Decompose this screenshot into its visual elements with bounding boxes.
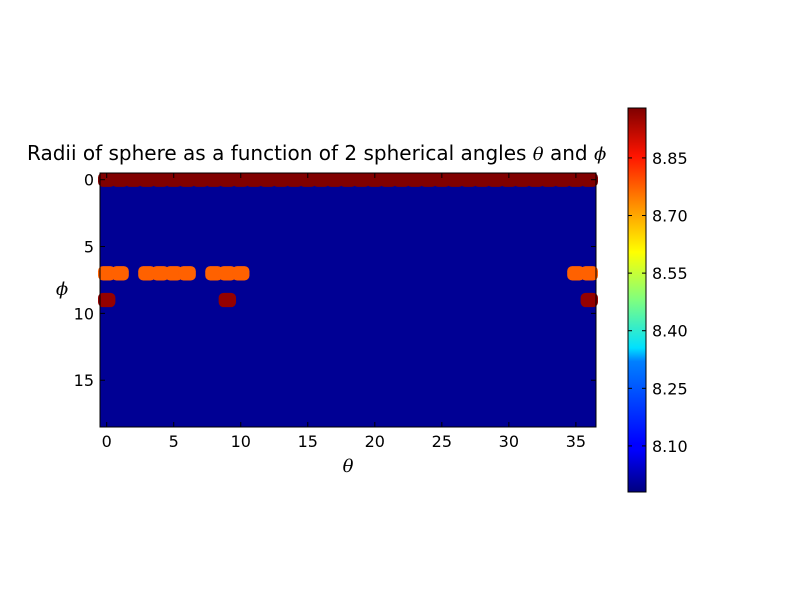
heatmap-cell — [379, 172, 397, 187]
y-tick-label: 10 — [74, 304, 94, 323]
heatmap-cell — [299, 172, 317, 187]
chart-title: Radii of sphere as a function of 2 spher… — [27, 141, 606, 165]
heatmap-cell — [165, 172, 183, 187]
heatmap-cell — [111, 172, 129, 187]
colorbar-tick-label: 8.25 — [652, 379, 688, 398]
heatmap-cell — [446, 172, 464, 187]
heatmap-cell — [124, 172, 143, 187]
x-tick-label: 5 — [169, 432, 179, 451]
heatmap-cell — [433, 172, 451, 187]
colorbar-tick-label: 8.10 — [652, 437, 688, 456]
x-tick-label: 15 — [298, 432, 318, 451]
heatmap-cell — [245, 172, 263, 187]
colorbar-tick-label: 8.85 — [652, 149, 688, 168]
y-tick-label: 15 — [74, 371, 94, 390]
x-axis: 0 5 10 15 20 25 30 35 — [102, 173, 586, 451]
heatmap-cell — [178, 266, 196, 281]
heatmap-cell — [366, 172, 384, 187]
heatmap-cell — [352, 172, 371, 187]
heatmap-cell — [218, 266, 237, 281]
colorbar-tick-label: 8.70 — [652, 207, 688, 226]
heatmap-cell — [567, 172, 585, 187]
heatmap-cell — [459, 172, 478, 187]
heatmap-cell — [406, 172, 424, 187]
x-axis-label: θ — [343, 456, 354, 477]
heatmap-cell — [98, 172, 116, 187]
heatmap-cell — [218, 292, 237, 308]
x-tick-label: 25 — [432, 432, 452, 451]
heatmap-cell — [98, 292, 116, 308]
heatmap-cell — [191, 172, 210, 187]
heatmap-cell — [419, 172, 438, 187]
y-tick-label: 5 — [84, 238, 94, 257]
heatmap-cell — [272, 172, 290, 187]
heatmap-cell — [392, 172, 411, 187]
heatmap-cell — [312, 172, 330, 187]
heatmap-cell — [218, 172, 237, 187]
heatmap-cell — [205, 266, 223, 281]
colorbar-tick-label: 8.40 — [652, 322, 688, 341]
heatmap-cell — [325, 172, 344, 187]
heatmap-cell — [138, 266, 156, 281]
heatmap-cell — [111, 266, 129, 281]
heatmap-cell — [553, 172, 572, 187]
x-tick-label: 30 — [499, 432, 519, 451]
heatmap-cell — [500, 172, 518, 187]
heatmap-cell — [151, 266, 170, 281]
heatmap-cell — [178, 172, 196, 187]
heatmap-cell — [98, 266, 116, 281]
heatmap-cell — [526, 172, 545, 187]
heatmap-cell — [513, 172, 531, 187]
y-axis: 0 5 10 15 — [74, 171, 596, 390]
heatmap-cell — [205, 172, 223, 187]
heatmap-cell — [285, 172, 304, 187]
x-tick-label: 0 — [102, 432, 112, 451]
heatmap-cell — [165, 266, 183, 281]
y-axis-label: ϕ — [56, 279, 68, 300]
x-tick-label: 10 — [231, 432, 251, 451]
heatmap-cell — [486, 172, 505, 187]
heatmap-cell — [232, 172, 250, 187]
heatmap-cell — [580, 172, 598, 187]
heatmap-cell — [567, 266, 585, 281]
heatmap-cell — [339, 172, 357, 187]
colorbar — [627, 107, 647, 493]
colorbar-tick-label: 8.55 — [652, 264, 688, 283]
heatmap-cell — [258, 172, 277, 187]
heatmap-cell — [232, 266, 250, 281]
heatmap-cell — [580, 266, 598, 281]
plot-frame — [99, 172, 597, 428]
x-tick-label: 35 — [566, 432, 586, 451]
y-tick-label: 0 — [84, 171, 94, 190]
heatmap-image — [98, 172, 598, 427]
heatmap-background — [100, 173, 596, 427]
heatmap-cell — [151, 172, 170, 187]
heatmap-cell — [580, 292, 598, 308]
heatmap-cell — [540, 172, 558, 187]
heatmap-cell — [138, 172, 156, 187]
x-tick-label: 20 — [365, 432, 385, 451]
colorbar-ticks: 8.10 8.25 8.40 8.55 8.70 8.85 — [628, 149, 688, 456]
heatmap-cell — [473, 172, 491, 187]
